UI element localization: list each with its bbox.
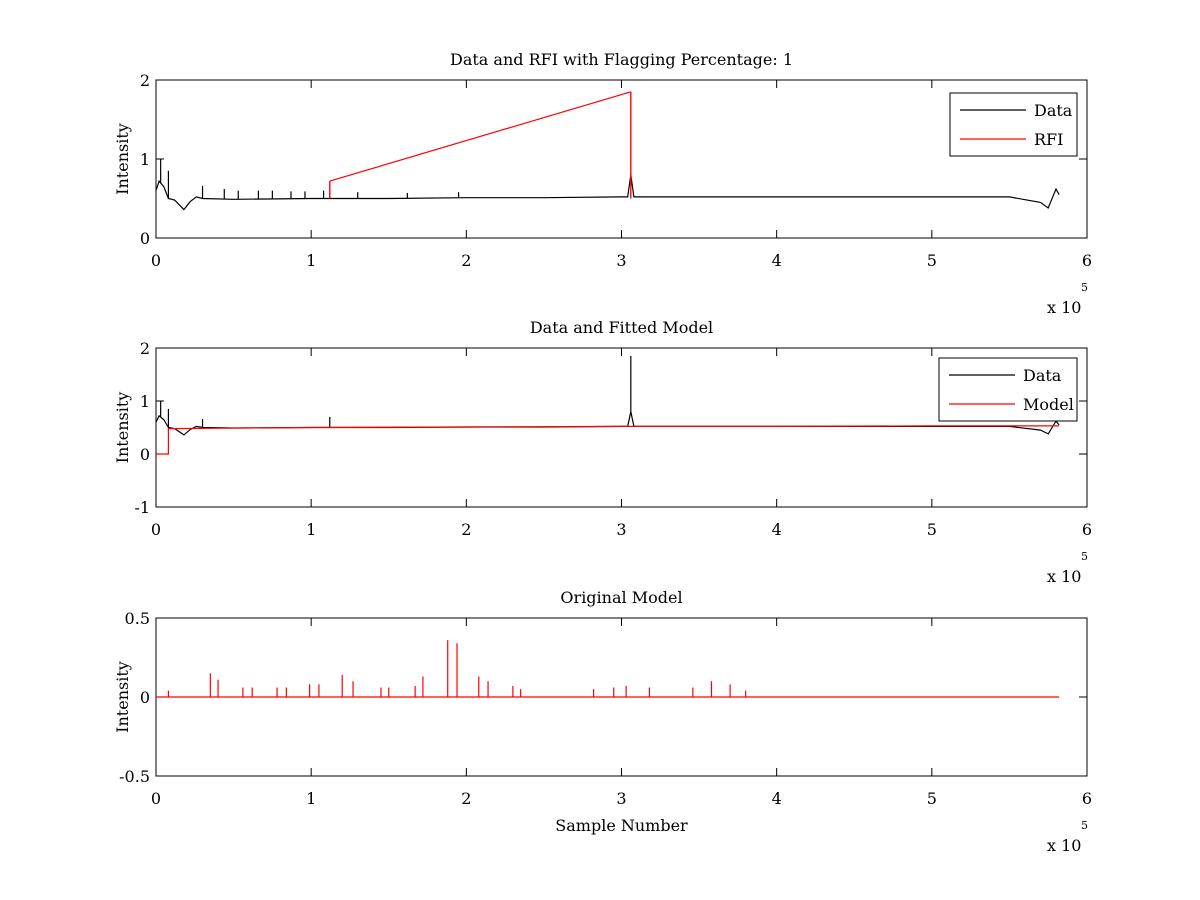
- y-tick-label: 2: [140, 71, 150, 90]
- x-multiplier: x 10: [1047, 298, 1081, 317]
- y-tick-label: 2: [140, 339, 150, 358]
- series-line-model: [156, 425, 1060, 455]
- x-exponent: 5: [1081, 819, 1088, 832]
- x-tick-label: 6: [1082, 789, 1092, 808]
- series-line-data: [156, 174, 1060, 211]
- x-tick-label: 1: [306, 789, 316, 808]
- x-tick-label: 6: [1082, 251, 1092, 270]
- x-multiplier: x 10: [1047, 836, 1081, 855]
- x-tick-label: 0: [151, 789, 161, 808]
- x-tick-label: 3: [616, 251, 626, 270]
- legend-box: [949, 92, 1078, 157]
- chart-title: Data and RFI with Flagging Percentage: 1: [450, 50, 793, 69]
- legend: Data Model: [938, 357, 1078, 422]
- x-tick-label: 6: [1082, 520, 1092, 539]
- x-tick-label: 1: [306, 251, 316, 270]
- x-tick-label: 3: [616, 789, 626, 808]
- x-tick-label: 4: [772, 251, 782, 270]
- y-tick-label: 1: [140, 150, 150, 169]
- x-exponent: 5: [1081, 550, 1088, 563]
- y-tick-label: -1: [134, 498, 150, 517]
- legend-label-rfi: RFI: [1034, 130, 1063, 149]
- x-tick-label: 2: [461, 520, 471, 539]
- x-tick-label: 1: [306, 520, 316, 539]
- x-tick-label: 0: [151, 251, 161, 270]
- y-tick-label: 0: [140, 229, 150, 248]
- legend-box: [938, 357, 1078, 422]
- plot-area: [155, 79, 1088, 239]
- y-tick-label: 1: [140, 392, 150, 411]
- x-tick-label: 4: [772, 789, 782, 808]
- y-tick-label: 0.5: [125, 609, 150, 628]
- y-tick-label: -0.5: [119, 767, 150, 786]
- x-tick-label: 5: [927, 520, 937, 539]
- x-tick-label: 3: [616, 520, 626, 539]
- series-group: [156, 91, 1060, 211]
- legend-label-model: Model: [1023, 395, 1074, 414]
- chart-title: Data and Fitted Model: [530, 318, 713, 337]
- x-tick-label: 5: [927, 789, 937, 808]
- x-exponent: 5: [1081, 281, 1088, 294]
- legend: Data RFI: [949, 92, 1078, 157]
- x-tick-label: 2: [461, 251, 471, 270]
- x-tick-label: 5: [927, 251, 937, 270]
- y-axis-label: Intensity: [113, 661, 132, 733]
- series-line-rfi: [329, 91, 631, 182]
- x-tick-label: 2: [461, 789, 471, 808]
- x-tick-label: 0: [151, 520, 161, 539]
- series-group: [156, 355, 1060, 455]
- x-axis-label: Sample Number: [555, 816, 688, 835]
- x-multiplier: x 10: [1047, 567, 1081, 586]
- x-tick-label: 4: [772, 520, 782, 539]
- legend-label-data: Data: [1034, 101, 1073, 120]
- chart-panel-1: Data and RFI with Flagging Percentage: 1…: [113, 50, 1092, 317]
- y-axis-label: Intensity: [113, 392, 132, 464]
- y-tick-label: 0: [140, 688, 150, 707]
- series-group: [156, 640, 1060, 698]
- y-tick-label: 0: [140, 445, 150, 464]
- legend-label-data: Data: [1023, 366, 1062, 385]
- chart-title: Original Model: [560, 588, 682, 607]
- y-axis-label: Intensity: [113, 123, 132, 195]
